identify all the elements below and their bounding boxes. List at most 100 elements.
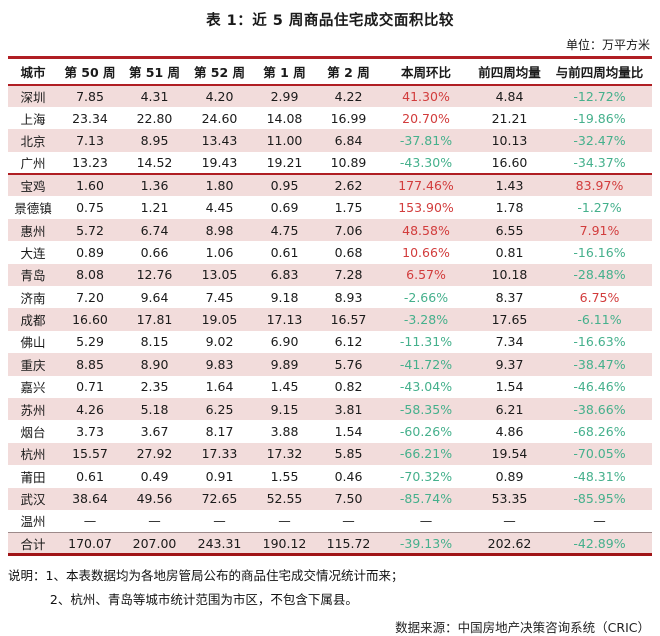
cell-value: 0.69 (270, 200, 299, 216)
cell-value: 0.49 (140, 468, 169, 484)
cell-value: 10.66% (402, 244, 450, 260)
cell-value: 1.54 (495, 379, 524, 395)
cell-value: 7.45 (205, 289, 234, 305)
cell-value: 19.21 (266, 154, 303, 170)
cell-city: 深圳 (20, 89, 46, 105)
table-row: 大连 0.89 0.66 1.06 0.61 0.68 10.66% 0.81 -16.16% (8, 241, 652, 263)
cell-value: -46.46% (573, 379, 626, 395)
cell-city: 成都 (20, 313, 46, 329)
cell-value: 7.85 (76, 88, 104, 104)
cell-value: -16.63% (573, 334, 626, 350)
cell-value: -43.30% (399, 154, 453, 170)
cell-city: 北京 (20, 133, 46, 149)
cell-value: 3.73 (76, 424, 104, 440)
cell-value: 17.13 (266, 312, 303, 328)
table-row: 烟台 3.73 3.67 8.17 3.88 1.54 -60.26% 4.86 -68.26% (8, 420, 652, 442)
cell-value: 12.76 (136, 267, 173, 283)
cell-value: 1.54 (334, 424, 363, 440)
cell-value: 1.21 (140, 200, 169, 216)
cell-value: 0.81 (495, 244, 524, 260)
cell-value: 6.84 (334, 132, 363, 148)
cell-value: 27.92 (136, 446, 173, 462)
cell-value: -85.95% (573, 491, 626, 507)
cell-value: 6.57% (406, 267, 446, 283)
cell-value: — (148, 513, 161, 529)
table-row: 济南 7.20 9.64 7.45 9.18 8.93 -2.66% 8.37 6.75% (8, 286, 652, 308)
cell-value: -28.48% (573, 267, 626, 283)
table-row: 成都 16.60 17.81 19.05 17.13 16.57 -3.28% 17.65 -6… (8, 308, 652, 331)
cell-value: -70.32% (399, 468, 453, 484)
cell-value: 0.89 (76, 244, 104, 260)
cell-value: -3.28% (403, 312, 449, 328)
notes-block: 说明：1、本表数据均为各地房管局公布的商品住宅成交情况统计而来； 2、杭州、青岛… (8, 564, 652, 612)
cell-value: -60.26% (399, 424, 453, 440)
cell-value: 8.90 (140, 356, 169, 372)
cell-value: 49.56 (136, 491, 173, 507)
column-header: 本周环比 (380, 57, 472, 86)
cell-value: 9.02 (205, 334, 234, 350)
cell-city: 杭州 (20, 447, 46, 463)
cell-value: 9.18 (270, 289, 299, 305)
column-header: 前四周均量 (472, 57, 547, 86)
cell-city: 佛山 (20, 335, 46, 351)
cell-city: 苏州 (20, 402, 46, 418)
cell-value: 6.75% (579, 289, 620, 305)
cell-value: 7.28 (334, 267, 363, 283)
cell-value: 4.75 (270, 222, 299, 238)
table-row: 广州 13.23 14.52 19.43 19.21 10.89 -43.30% 16.60 -… (8, 152, 652, 174)
cell-value: -32.47% (573, 132, 626, 148)
cell-value: 4.86 (495, 424, 524, 440)
table-row: 青岛 8.08 12.76 13.05 6.83 7.28 6.57% 10.18 -28.48… (8, 263, 652, 287)
cell-value: 0.91 (205, 468, 234, 484)
cell-value: 52.55 (266, 491, 303, 507)
cell-city: 景德镇 (14, 201, 52, 217)
cell-value: 2.35 (140, 379, 169, 395)
cell-value: 1.75 (334, 200, 363, 216)
cell-value: 6.25 (205, 401, 234, 417)
cell-value: — (278, 513, 291, 529)
cell-value: 202.62 (472, 531, 547, 557)
cell-value: -2.66% (403, 289, 449, 305)
table-header: 城市第 50 周第 51 周第 52 周第 1 周第 2 周本周环比 前四周均量与… (8, 57, 652, 86)
cell-value: 83.97% (547, 173, 652, 197)
cell-city: 广州 (20, 155, 46, 171)
data-source: 数据来源：中国房地产决策咨询系统（CRIC） (395, 619, 650, 635)
cell-value: 2.62 (317, 173, 380, 197)
cell-value: 1.45 (270, 379, 299, 395)
cell-value: 0.66 (140, 244, 169, 260)
cell-value: 22.80 (136, 110, 173, 126)
cell-value: 13.05 (201, 267, 238, 283)
column-header: 第 50 周 (58, 57, 122, 86)
cell-value: 0.68 (334, 244, 363, 260)
column-header: 第 52 周 (187, 57, 252, 86)
cell-value: 16.99 (330, 110, 367, 126)
cell-value: 8.15 (140, 334, 169, 350)
column-header: 第 1 周 (252, 57, 317, 86)
column-header: 第 2 周 (317, 57, 380, 86)
cell-value: 5.76 (334, 356, 363, 372)
table-row: 武汉 38.64 49.56 72.65 52.55 7.50 -85.74% 53.35 -8… (8, 487, 652, 510)
cell-city: 重庆 (20, 357, 46, 373)
total-row: 合计 170.07 207.00 243.31 190.12 115.72 -39.13% 2… (8, 531, 652, 557)
cell-value: 4.20 (205, 88, 234, 104)
cell-value: 0.82 (334, 379, 363, 395)
cell-value: -48.31% (573, 468, 626, 484)
cell-value: 7.20 (76, 289, 104, 305)
cell-value: 8.08 (76, 267, 104, 283)
cell-value: 1.55 (270, 468, 299, 484)
cell-value: 10.18 (491, 267, 528, 283)
table-row: 温州 — — — — — — — — (8, 510, 652, 532)
cell-value: — (593, 513, 606, 529)
cell-value: 9.89 (270, 356, 299, 372)
cell-value: 10.13 (491, 132, 528, 148)
cell-city: 上海 (20, 111, 46, 127)
header-row: 城市第 50 周第 51 周第 52 周第 1 周第 2 周本周环比 前四周均量与… (8, 57, 652, 86)
cell-value: 243.31 (187, 531, 252, 557)
cell-value: 0.95 (252, 173, 317, 197)
cell-value: 10.89 (330, 154, 367, 170)
cell-value: 6.90 (270, 334, 299, 350)
cell-value: 6.74 (140, 222, 169, 238)
cell-value: 16.60 (72, 312, 108, 328)
cell-value: 6.21 (495, 401, 524, 417)
